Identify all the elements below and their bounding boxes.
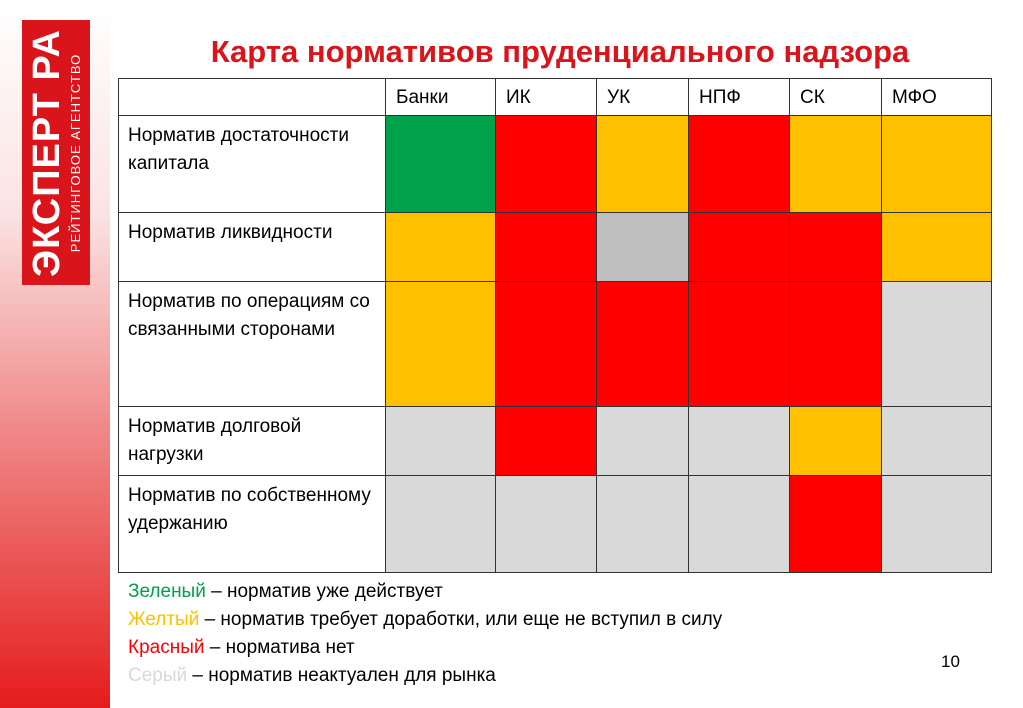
table-row: Норматив по собственному удержанию: [118, 475, 992, 573]
regulation-table: Банки ИК УК НПФ СК МФО Норматив достаточ…: [118, 78, 992, 573]
row-label: Норматив долговой нагрузки: [118, 406, 386, 476]
status-cell: [881, 115, 992, 213]
status-cell: [596, 115, 689, 213]
row-label: Норматив ликвидности: [118, 212, 386, 282]
column-header: ИК: [495, 78, 597, 116]
status-cell: [596, 281, 689, 407]
legend-item-red: Красный – норматива нет: [128, 634, 722, 662]
status-cell: [495, 212, 597, 282]
status-cell: [881, 475, 992, 573]
legend-item-gray: Серый – норматив неактуален для рынка: [128, 662, 722, 690]
status-cell: [385, 475, 496, 573]
status-cell: [789, 475, 882, 573]
status-cell: [789, 281, 882, 407]
status-cell: [881, 281, 992, 407]
column-header: НПФ: [688, 78, 790, 116]
table-header-row: Банки ИК УК НПФ СК МФО: [118, 78, 992, 116]
row-label: Норматив по операциям со связанными стор…: [118, 281, 386, 407]
legend-term: Красный: [128, 637, 205, 658]
status-cell: [789, 115, 882, 213]
status-cell: [688, 475, 790, 573]
status-cell: [789, 212, 882, 282]
status-cell: [596, 212, 689, 282]
table-row: Норматив ликвидности: [118, 212, 992, 282]
legend-term: Зеленый: [128, 581, 206, 602]
table-row: Норматив по операциям со связанными стор…: [118, 281, 992, 407]
status-cell: [596, 475, 689, 573]
status-cell: [385, 115, 496, 213]
status-cell: [385, 212, 496, 282]
status-cell: [881, 406, 992, 476]
column-header: МФО: [881, 78, 992, 116]
status-cell: [495, 475, 597, 573]
status-cell: [495, 406, 597, 476]
legend-description: – норматив требует доработки, или еще не…: [199, 609, 723, 630]
status-cell: [596, 406, 689, 476]
legend-item-yellow: Желтый – норматив требует доработки, или…: [128, 606, 722, 634]
sidebar-gradient: ЭКСПЕРТ РА РЕЙТИНГОВОЕ АГЕНТСТВО: [0, 0, 110, 708]
legend-term: Серый: [128, 665, 188, 686]
legend-term: Желтый: [128, 609, 200, 630]
table-row: Норматив долговой нагрузки: [118, 406, 992, 476]
status-cell: [688, 406, 790, 476]
legend-item-green: Зеленый – норматив уже действует: [128, 578, 722, 606]
legend-description: – норматив уже действует: [205, 581, 443, 602]
status-cell: [688, 212, 790, 282]
row-label: Норматив достаточности капитала: [118, 115, 386, 213]
header-corner-cell: [118, 78, 386, 116]
logo-main-text: ЭКСПЕРТ РА: [26, 28, 68, 277]
row-label: Норматив по собственному удержанию: [118, 475, 386, 573]
status-cell: [688, 115, 790, 213]
status-cell: [385, 281, 496, 407]
status-cell: [385, 406, 496, 476]
status-cell: [495, 281, 597, 407]
logo-text-group: ЭКСПЕРТ РА РЕЙТИНГОВОЕ АГЕНТСТВО: [22, 20, 90, 285]
page-number: 10: [941, 652, 960, 671]
logo-sub-text: РЕЙТИНГОВОЕ АГЕНТСТВО: [68, 53, 83, 252]
legend-description: – норматива нет: [204, 637, 355, 658]
status-cell: [688, 281, 790, 407]
page-title: Карта нормативов пруденциального надзора: [210, 34, 910, 69]
legend: Зеленый – норматив уже действует Желтый …: [128, 578, 722, 690]
logo: ЭКСПЕРТ РА РЕЙТИНГОВОЕ АГЕНТСТВО: [22, 20, 90, 285]
status-cell: [881, 212, 992, 282]
status-cell: [789, 406, 882, 476]
table-row: Норматив достаточности капитала: [118, 115, 992, 213]
legend-description: – норматив неактуален для рынка: [187, 665, 496, 686]
column-header: УК: [596, 78, 689, 116]
status-cell: [495, 115, 597, 213]
column-header: Банки: [385, 78, 496, 116]
column-header: СК: [789, 78, 882, 116]
